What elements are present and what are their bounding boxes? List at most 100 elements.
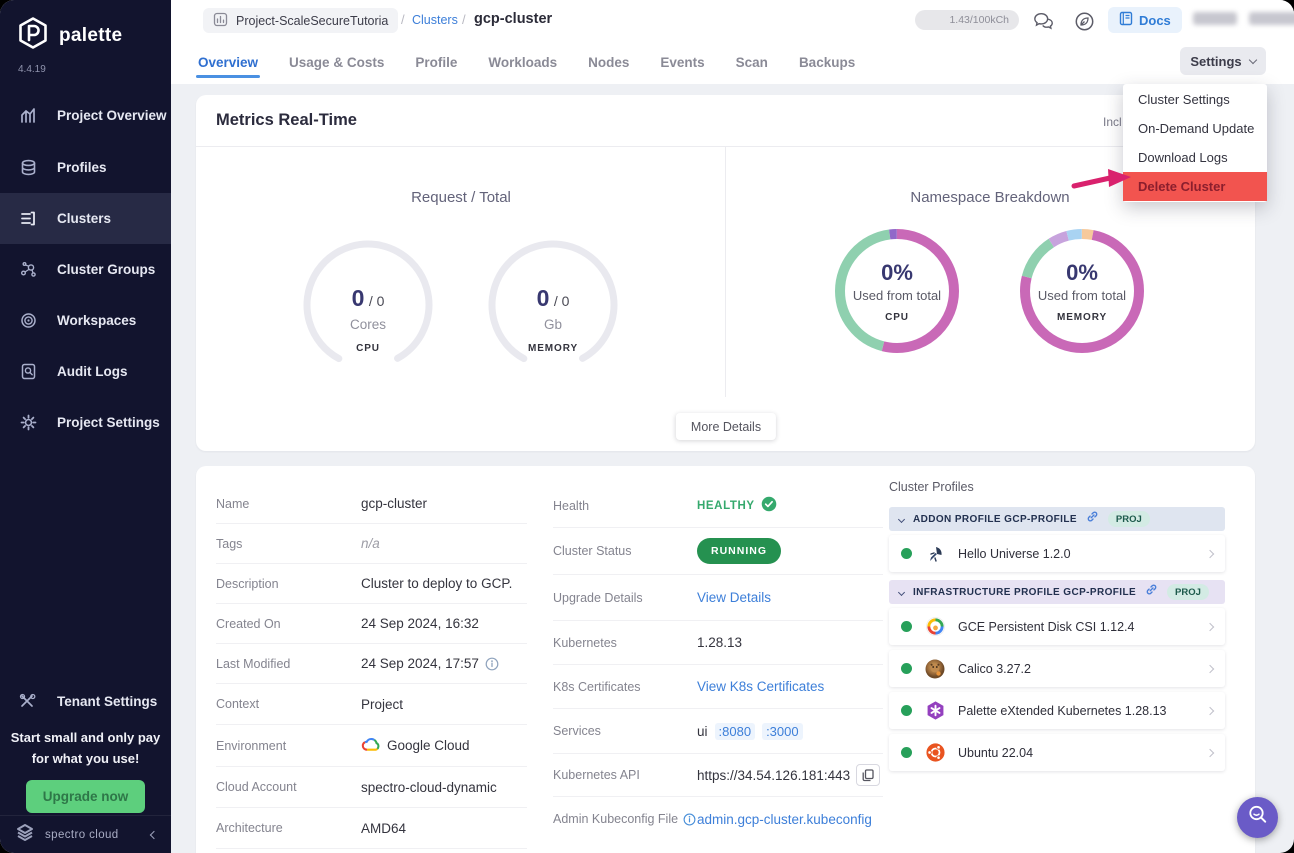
service-port-link[interactable]: :3000 xyxy=(762,723,803,740)
infrastructure-profile-header[interactable]: INFRASTRUCTURE PROFILE GCP-PROFILE PROJ xyxy=(889,580,1225,604)
service-port-link[interactable]: :8080 xyxy=(715,723,756,740)
donut-metric-label: MEMORY xyxy=(1017,312,1147,323)
pack-status-dot xyxy=(901,747,912,758)
sidebar-item-label: Audit Logs xyxy=(57,364,128,379)
pack-row-calico[interactable]: Calico 3.27.2 xyxy=(889,650,1225,687)
target-icon xyxy=(19,312,37,330)
sidebar-item-clusters[interactable]: Clusters xyxy=(0,193,171,244)
detail-row-description: Description Cluster to deploy to GCP. xyxy=(216,564,527,604)
sidebar-collapse-icon[interactable] xyxy=(150,830,158,838)
pack-status-dot xyxy=(901,621,912,632)
detail-row-architecture: Architecture AMD64 xyxy=(216,808,527,849)
profile-header-label: ADDON PROFILE GCP-PROFILE xyxy=(913,514,1077,525)
tab-nodes[interactable]: Nodes xyxy=(586,45,631,80)
chevron-down-icon xyxy=(898,588,905,595)
top-bar: Project-ScaleSecureTutoria / Clusters / … xyxy=(171,0,1294,84)
sidebar-item-tenant-settings[interactable]: Tenant Settings xyxy=(0,676,171,727)
sidebar-item-cluster-groups[interactable]: Cluster Groups xyxy=(0,244,171,295)
addon-profile-header[interactable]: ADDON PROFILE GCP-PROFILE PROJ xyxy=(889,507,1225,531)
bar-chart-icon xyxy=(19,107,37,125)
view-details-link[interactable]: View Details xyxy=(697,590,771,605)
pack-row-ubuntu[interactable]: Ubuntu 22.04 xyxy=(889,734,1225,771)
tab-usage-costs[interactable]: Usage & Costs xyxy=(287,45,386,80)
tab-profile[interactable]: Profile xyxy=(413,45,459,80)
donut-caption: Used from total xyxy=(832,288,962,303)
link-icon xyxy=(1086,510,1099,528)
chevron-down-icon xyxy=(898,515,905,522)
sidebar-item-project-overview[interactable]: Project Overview xyxy=(0,90,171,141)
metrics-clipped-text: Incl xyxy=(1103,115,1122,129)
pack-row-hello-universe[interactable]: Hello Universe 1.2.0 xyxy=(889,535,1225,572)
chevron-right-icon xyxy=(1206,748,1214,756)
info-icon[interactable] xyxy=(683,813,696,826)
info-icon[interactable] xyxy=(485,657,499,671)
kubeconfig-download-link[interactable]: admin.gcp-cluster.kubeconfig xyxy=(697,812,872,827)
breadcrumb-clusters-link[interactable]: Clusters xyxy=(412,13,458,27)
chevron-right-icon xyxy=(1206,622,1214,630)
tab-backups[interactable]: Backups xyxy=(797,45,857,80)
menu-item-delete-cluster[interactable]: Delete Cluster xyxy=(1123,172,1267,201)
gce-disk-icon xyxy=(924,616,946,638)
gauge-unit: Gb xyxy=(485,317,621,332)
spectro-cloud-logo-icon xyxy=(14,821,36,848)
chevron-right-icon xyxy=(1206,549,1214,557)
sidebar-item-project-settings[interactable]: Project Settings xyxy=(0,397,171,448)
sidebar-item-label: Project Settings xyxy=(57,415,160,430)
tab-events[interactable]: Events xyxy=(658,45,706,80)
tab-overview[interactable]: Overview xyxy=(196,45,260,80)
scope-badge: PROJ xyxy=(1108,511,1150,527)
sidebar-item-label: Clusters xyxy=(57,211,111,226)
sidebar-item-workspaces[interactable]: Workspaces xyxy=(0,295,171,346)
api-endpoint-value: https://34.54.126.181:443 xyxy=(697,768,850,783)
details-column: Name gcp-cluster Tags n/a Description Cl… xyxy=(216,484,527,849)
tab-scan[interactable]: Scan xyxy=(734,45,770,80)
donut-cpu: 0% Used from total CPU xyxy=(832,226,962,356)
sidebar: palette 4.4.19 Project Overview Profiles… xyxy=(0,0,171,853)
google-cloud-icon xyxy=(361,737,380,755)
detail-row-context: Context Project xyxy=(216,684,527,725)
docs-button[interactable]: Docs xyxy=(1108,7,1182,33)
more-details-button[interactable]: More Details xyxy=(676,413,776,440)
footer-brand-label: spectro cloud xyxy=(45,829,142,841)
breadcrumb-separator: / xyxy=(462,12,466,27)
project-selector-chip[interactable]: Project-ScaleSecureTutoria xyxy=(203,8,398,33)
promo-line-2: for what you use! xyxy=(0,748,171,769)
menu-item-cluster-settings[interactable]: Cluster Settings xyxy=(1123,85,1267,114)
sidebar-item-profiles[interactable]: Profiles xyxy=(0,142,171,193)
cluster-profiles: Cluster Profiles ADDON PROFILE GCP-PROFI… xyxy=(889,480,1225,776)
upgrade-now-button[interactable]: Upgrade now xyxy=(26,780,146,813)
donut-memory: 0% Used from total MEMORY xyxy=(1017,226,1147,356)
status-row-health: Health HEALTHY xyxy=(553,484,883,528)
brand[interactable]: palette xyxy=(16,16,122,55)
settings-dropdown-button[interactable]: Settings xyxy=(1180,47,1266,75)
project-chip-label: Project-ScaleSecureTutoria xyxy=(236,14,388,28)
gauge-value: 0 xyxy=(352,285,365,311)
pack-status-dot xyxy=(901,705,912,716)
search-smiley-icon xyxy=(1246,803,1270,832)
brand-name: palette xyxy=(59,25,122,47)
search-fab-button[interactable] xyxy=(1237,797,1278,838)
chat-icon[interactable] xyxy=(1031,8,1057,34)
copy-icon[interactable] xyxy=(856,764,880,786)
user-account-blurred[interactable] xyxy=(1249,12,1294,25)
sidebar-item-label: Profiles xyxy=(57,160,107,175)
service-name: ui xyxy=(697,724,708,739)
app-window: palette 4.4.19 Project Overview Profiles… xyxy=(0,0,1294,853)
pack-row-gce-disk[interactable]: GCE Persistent Disk CSI 1.12.4 xyxy=(889,608,1225,645)
project-chart-icon xyxy=(213,12,228,30)
compass-icon[interactable] xyxy=(1071,8,1097,34)
pack-status-dot xyxy=(901,548,912,559)
tab-workloads[interactable]: Workloads xyxy=(486,45,559,80)
user-account-blurred[interactable] xyxy=(1193,12,1237,25)
sidebar-item-label: Cluster Groups xyxy=(57,262,155,277)
view-certificates-link[interactable]: View K8s Certificates xyxy=(697,679,824,694)
pack-row-pxk[interactable]: Palette eXtended Kubernetes 1.28.13 xyxy=(889,692,1225,729)
sidebar-item-label: Project Overview xyxy=(57,108,167,123)
gauge-cpu: 0 / 0 Cores CPU xyxy=(300,237,436,373)
gauge-metric-label: MEMORY xyxy=(485,343,621,354)
status-row-kubeconfig: Admin Kubeconfig File admin.gcp-cluster.… xyxy=(553,797,883,841)
sidebar-item-audit-logs[interactable]: Audit Logs xyxy=(0,346,171,397)
detail-row-cloud-account: Cloud Account spectro-cloud-dynamic xyxy=(216,767,527,808)
menu-item-download-logs[interactable]: Download Logs xyxy=(1123,143,1267,172)
menu-item-on-demand-update[interactable]: On-Demand Update xyxy=(1123,114,1267,143)
